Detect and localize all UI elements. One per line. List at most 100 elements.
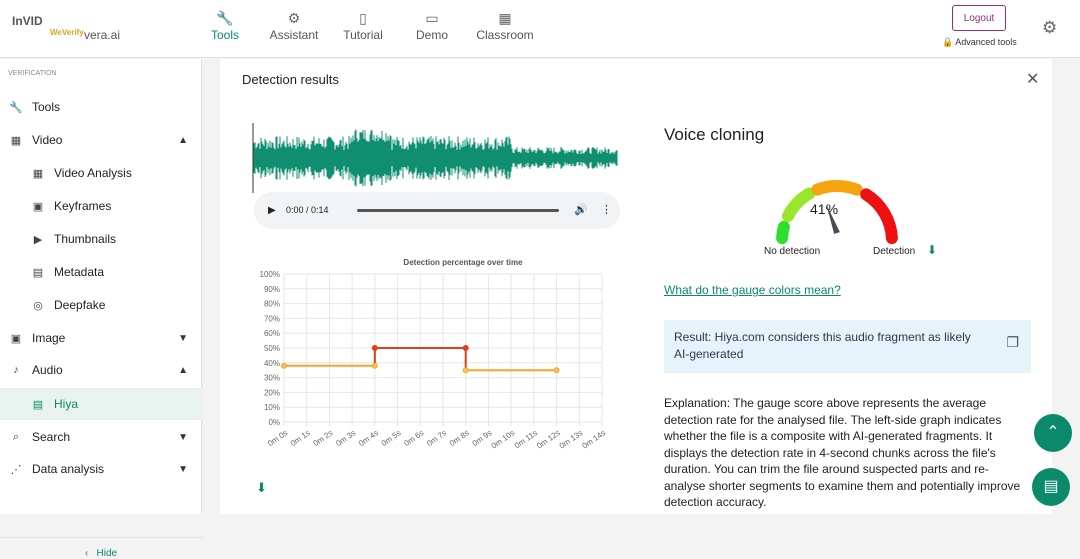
data-point [462,345,469,351]
classroom-icon: ▦ [498,10,512,26]
download-icon[interactable]: ⬇ [256,480,267,495]
data-point [371,362,378,369]
panel-title: Detection results [242,72,339,87]
label: Video [32,133,63,147]
nav-label: Tools [210,28,239,42]
x-tick-label: 0m 0s [266,428,289,448]
x-tick-label: 0m 4s [357,428,380,448]
sidebar-item-video-analysis[interactable]: ▦ Video Analysis [0,157,202,189]
chat-button[interactable]: ▤ [1032,468,1070,506]
y-tick-label: 30% [264,374,280,383]
nav-tools[interactable]: 🔧 Tools [185,10,265,42]
y-tick-label: 60% [264,329,280,338]
label: Thumbnails [54,232,117,246]
download-icon[interactable]: ⬇ [927,243,938,257]
volume-icon[interactable]: 🔊 [574,204,588,216]
sidebar-item-metadata[interactable]: ▤ Metadata [0,256,202,288]
x-tick-label: 0m 6s [402,428,425,448]
veraai-logo[interactable]: vera.ai [84,28,121,42]
sidebar-item-video[interactable]: ▦ Video ▲ [0,124,202,156]
search-icon: ⌕ [12,430,20,443]
label: Keyframes [54,199,112,213]
gauge-segment [776,220,790,245]
chat-icon: ▤ [1043,478,1059,495]
explanation-text: Explanation: The gauge score above repre… [664,396,1021,509]
nav-assistant[interactable]: ⚙ Assistant [254,10,334,42]
sidebar-item-deepfake[interactable]: ◎ Deepfake [0,289,202,321]
section-label: VERIFICATION [8,70,57,77]
gear-icon[interactable]: ⚙ [1042,18,1058,37]
gauge-colors-link[interactable]: What do the gauge colors mean? [664,283,841,297]
hide-label: Hide [96,548,118,559]
voice-cloning-title: Voice cloning [664,125,765,144]
sidebar-item-search[interactable]: ⌕ Search ▼ [0,421,202,453]
nav-classroom[interactable]: ▦ Classroom [465,10,545,42]
file-icon: ▤ [32,266,44,279]
audio-player[interactable]: ▶ 0:00 / 0:14 🔊 ⋮ [254,192,620,229]
header: InVID WeVerify vera.ai 🔧 Tools ⚙ Assistant… [0,0,1080,58]
advanced-label: Advanced tools [955,37,1017,47]
hide-sidebar-button[interactable]: ‹ Hide [0,537,202,559]
data-point [281,362,287,369]
nav-demo[interactable]: ▭ Demo [392,10,472,42]
label: Hiya [54,397,79,411]
label: Audio [32,363,63,377]
y-tick-label: 90% [264,285,280,294]
sidebar-item-data-analysis[interactable]: ⋰ Data analysis ▼ [0,453,202,485]
y-tick-label: 0% [268,418,280,427]
more-icon[interactable]: ⋮ [601,204,612,216]
y-tick-label: 10% [264,403,280,412]
waveform[interactable] [252,123,622,193]
sidebar-item-keyframes[interactable]: ▣ Keyframes [0,190,202,222]
label: Image [32,331,66,345]
chevron-down-icon: ▼ [178,463,188,475]
x-tick-label: 0m 14s [580,428,607,450]
result-box: Result: Hiya.com considers this audio fr… [664,320,1031,373]
nav-label: Assistant [269,28,319,42]
x-tick-label: 0m 8s [448,428,471,448]
waveform-bars [253,129,618,187]
music-icon: ♪ [13,364,19,376]
label: Tools [32,100,61,114]
chart-title: Detection percentage over time [403,258,523,267]
nav-label: Classroom [476,28,534,42]
x-tick-label: 0m 13s [558,428,585,450]
gauge-value: 41% [810,201,839,217]
data-point [371,345,378,351]
chevron-down-icon: ▼ [178,332,188,344]
y-tick-label: 70% [264,314,280,323]
y-tick-label: 40% [264,359,280,368]
audio-file-icon: ▤ [32,398,44,411]
y-tick-label: 20% [264,388,280,397]
label: Data analysis [32,462,105,476]
invid-logo[interactable]: InVID [12,14,43,28]
weverify-logo[interactable]: WeVerify [50,28,84,37]
y-tick-label: 50% [264,344,280,353]
youtube-icon: ▶ [33,233,43,246]
logout-button[interactable]: Logout [952,5,1006,31]
audio-progress[interactable] [357,209,559,212]
label: Video Analysis [54,166,132,180]
x-tick-label: 0m 12s [535,428,562,450]
film-icon: ▦ [32,167,44,180]
scroll-top-button[interactable]: ⌃ [1034,414,1072,452]
tv-icon: ▭ [425,10,439,26]
y-tick-label: 100% [260,270,280,279]
sidebar-item-hiya[interactable]: ▤ Hiya [0,388,202,420]
copy-icon[interactable]: ❐ [1006,334,1019,350]
sidebar-item-image[interactable]: ▣ Image ▼ [0,322,202,354]
close-icon[interactable]: ✕ [1026,71,1040,88]
nav-tutorial[interactable]: ▯ Tutorial [323,10,403,42]
play-icon[interactable]: ▶ [268,205,276,216]
robot-icon: ⚙ [287,10,301,26]
x-tick-label: 0m 3s [334,428,357,448]
advanced-tools-button[interactable]: 🔒 Advanced tools [942,37,1017,48]
x-tick-label: 0m 5s [380,428,403,448]
label: Metadata [54,265,105,279]
chart-icon: ⋰ [10,463,22,476]
sidebar-item-tools[interactable]: 🔧 Tools [0,91,202,123]
sidebar-item-audio[interactable]: ♪ Audio ▲ [0,354,202,386]
sidebar-item-thumbnails[interactable]: ▶ Thumbnails [0,223,202,255]
chevron-up-icon: ▲ [178,364,188,376]
nav-label: Demo [415,28,448,42]
